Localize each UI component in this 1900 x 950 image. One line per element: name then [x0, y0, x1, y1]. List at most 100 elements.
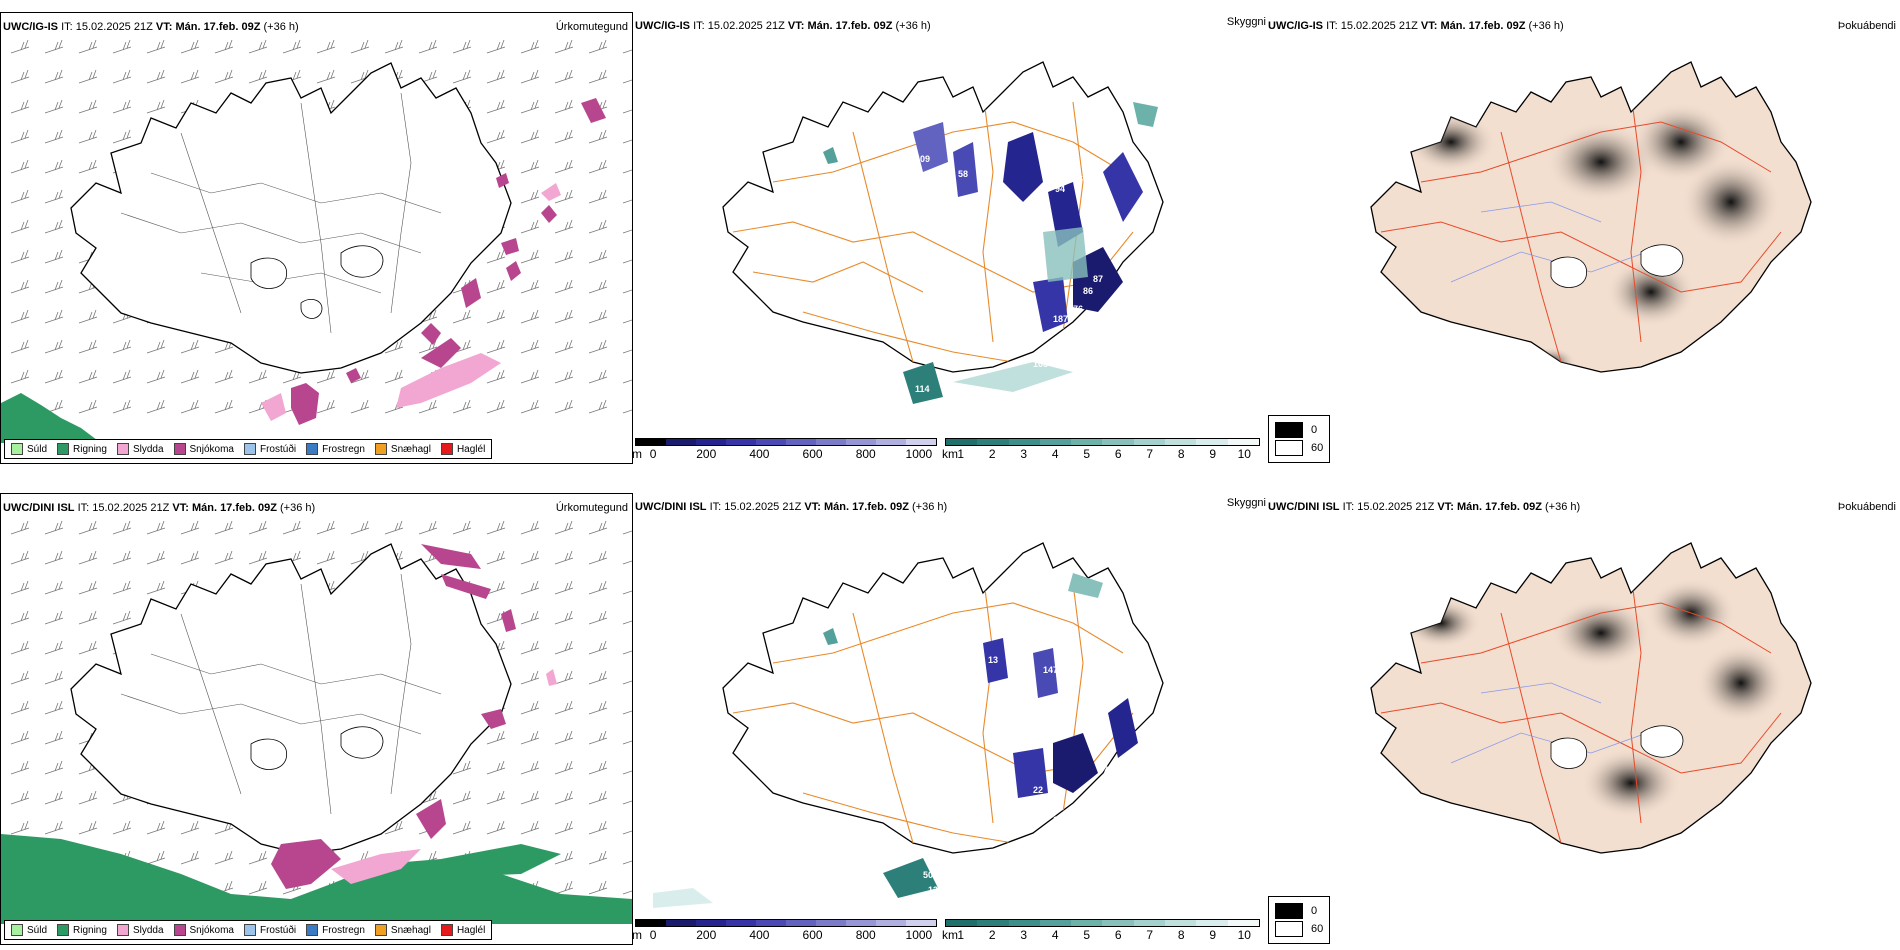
panel-header: UWC/DINI ISL IT: 15.02.2025 21Z VT: Mán.…: [3, 502, 316, 514]
cloud-base-label: 105: [1033, 359, 1048, 369]
cloud-base-label: 114: [915, 384, 930, 394]
fog-legend: 0 60: [1268, 896, 1331, 944]
legend-item: Snjókoma: [173, 924, 234, 936]
cloud-base-label: 109: [915, 154, 930, 164]
cloud-base-label: 130: [1043, 840, 1058, 850]
fog-panel-top: UWC/IG-IS IT: 15.02.2025 21Z VT: Mán. 17…: [1266, 12, 1900, 464]
rain-area: [1, 834, 632, 924]
cloud-base-label: 116: [1041, 700, 1056, 710]
legend-item: Frostúði: [243, 924, 296, 936]
legend-item: Frostúði: [243, 443, 296, 455]
visibility-colorbar: 1 2 3 4 5 6 7 8 9 10 km: [942, 438, 1260, 461]
cloud-base-label: 13: [988, 655, 998, 665]
colorbar-tick: 600: [802, 447, 823, 461]
cloud-base-label: 147: [1043, 665, 1058, 675]
cloud-base-label: 22: [1033, 785, 1043, 795]
legend-item: Snæhagl: [374, 443, 431, 455]
colorbar-tick: 6: [1114, 447, 1122, 461]
cloud-base-label: 40: [1061, 169, 1071, 179]
colorbar-tick: 1: [957, 928, 965, 942]
colorbar-tick: 800: [855, 928, 876, 942]
cloud-base-areas: [653, 573, 1138, 908]
iceland-precip-map: [1, 520, 632, 924]
legend-item: Snæhagl: [374, 924, 431, 936]
panel-header: UWC/DINI ISL IT: 15.02.2025 21Z VT: Mán.…: [635, 501, 948, 513]
fog-legend: 0 60: [1268, 415, 1331, 463]
colorbar-tick: 2: [988, 447, 996, 461]
colorbar-tick: 6: [1114, 928, 1122, 942]
cloud-base-label: 46: [1073, 174, 1083, 184]
colorbar-tick: 800: [855, 447, 876, 461]
iceland-precip-map: [1, 39, 632, 443]
cloud-base-label: 62: [1053, 139, 1063, 149]
legend-item: Frostregn: [306, 924, 365, 936]
panel-title: Þokuábendi: [1837, 501, 1896, 513]
legend-item: Frostregn: [306, 443, 365, 455]
colorbar-tick: 10: [1237, 447, 1251, 461]
colorbar-tick: 1000: [905, 447, 933, 461]
legend-item: Slydda: [116, 924, 164, 936]
cloud-base-label: 117: [1053, 815, 1068, 825]
cloud-base-label: 77: [1098, 765, 1108, 775]
cloud-base-areas: [823, 102, 1158, 404]
cloud-base-label: 76: [1073, 304, 1083, 314]
cloud-base-label: 132: [928, 885, 943, 895]
legend-item: Haglél: [440, 924, 485, 936]
colorbar-tick: 5: [1083, 928, 1091, 942]
colorbar-tick: 9: [1209, 447, 1217, 461]
panel-title: Skyggni: [1226, 497, 1266, 509]
iceland-fog-map: [1370, 542, 1812, 854]
cloud-base-label: 187: [1053, 314, 1068, 324]
legend-item: Rigning: [57, 924, 107, 936]
rain-area: [1, 393, 101, 443]
cloud-base-label: 12: [1015, 224, 1025, 234]
cloud-base-label: 58: [958, 169, 968, 179]
colorbar-tick: 0: [649, 928, 657, 942]
colorbar-tick: 8: [1177, 447, 1185, 461]
legend-item: Súld: [11, 924, 47, 936]
colorbar-tick: 10: [1237, 928, 1251, 942]
legend-item: Súld: [11, 443, 47, 455]
cloud-base-label: 502: [923, 870, 938, 880]
panel-header: UWC/DINI ISL IT: 15.02.2025 21Z VT: Mán.…: [1268, 501, 1581, 513]
cloud-base-label: 137: [1051, 154, 1066, 164]
cloud-base-label: 108: [1048, 344, 1063, 354]
colorbar-tick: 7: [1146, 447, 1154, 461]
colorbar-tick: 2: [988, 928, 996, 942]
legend-item: 0: [1275, 422, 1323, 438]
colorbar-tick: 3: [1020, 447, 1028, 461]
visibility-colorbar: 1 2 3 4 5 6 7 8 9 10 km: [942, 919, 1260, 942]
colorbar-tick: 5: [1083, 447, 1091, 461]
precip-type-panel-top: UWC/IG-IS IT: 15.02.2025 21Z VT: Mán. 17…: [0, 12, 633, 464]
iceland-fog-map: [1370, 61, 1812, 373]
precip-type-legend: Súld Rigning Slydda Snjókoma Frostúði Fr…: [4, 439, 493, 459]
panel-title: Skyggni: [1226, 16, 1266, 28]
legend-item: Haglél: [440, 443, 485, 455]
colorbar-tick: 600: [802, 928, 823, 942]
precip-type-panel-bottom: UWC/DINI ISL IT: 15.02.2025 21Z VT: Mán.…: [0, 493, 633, 945]
legend-item: Snjókoma: [173, 443, 234, 455]
cloud-base-colorbar: 0 200 400 600 800 1000 m: [632, 919, 937, 942]
panel-title: Úrkomutegund: [555, 21, 628, 33]
colorbar-tick: 8: [1177, 928, 1185, 942]
legend-item: 60: [1275, 440, 1323, 456]
visibility-panel-top: UWC/IG-IS IT: 15.02.2025 21Z VT: Mán. 17…: [632, 12, 1266, 464]
panel-header: UWC/IG-IS IT: 15.02.2025 21Z VT: Mán. 17…: [1268, 20, 1564, 32]
cloud-base-label: 223: [1043, 805, 1058, 815]
cloud-base-label: 54: [998, 730, 1008, 740]
colorbar-tick: 400: [749, 447, 770, 461]
snow-areas: [261, 98, 606, 425]
cloud-base-label: 86: [1083, 286, 1093, 296]
precip-type-legend: Súld Rigning Slydda Snjókoma Frostúði Fr…: [4, 920, 493, 940]
colorbar-tick: 1000: [905, 928, 933, 942]
colorbar-tick: 200: [696, 928, 717, 942]
legend-item: Slydda: [116, 443, 164, 455]
cloud-base-label: 87: [1093, 274, 1103, 284]
panel-header: UWC/IG-IS IT: 15.02.2025 21Z VT: Mán. 17…: [635, 20, 931, 32]
cloud-base-label: 94: [1055, 184, 1065, 194]
colorbar-tick: 200: [696, 447, 717, 461]
colorbar-tick: 4: [1051, 447, 1059, 461]
colorbar-tick: 0: [649, 447, 657, 461]
